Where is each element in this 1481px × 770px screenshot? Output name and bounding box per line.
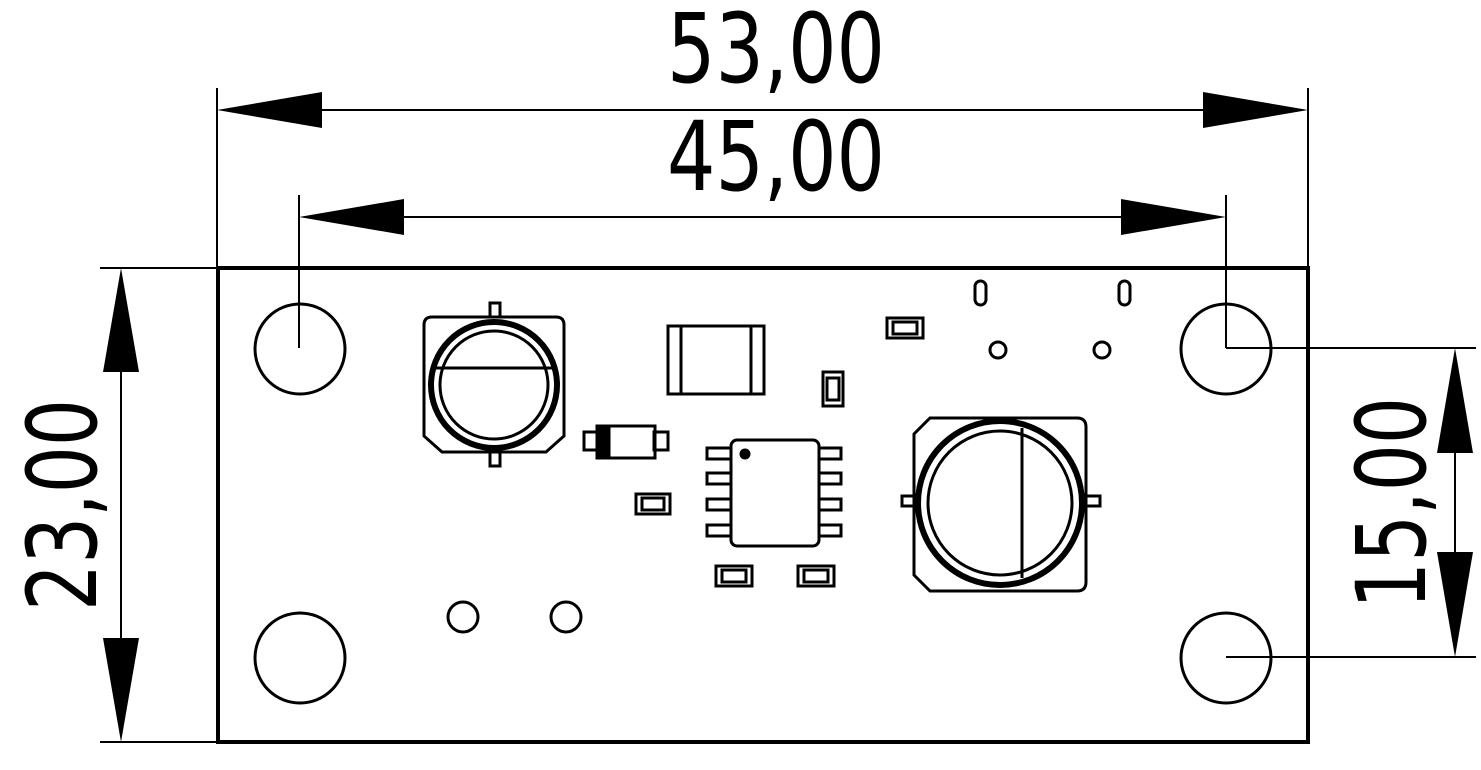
arrowhead-left (217, 92, 322, 128)
resistor-vertical (821, 370, 845, 408)
test-point-left (446, 600, 480, 634)
arrowhead-bottom (1437, 552, 1473, 657)
arrowhead-right (1121, 199, 1226, 235)
dimension-label-overall-width: 53,00 (667, 0, 885, 105)
ic-pin-r1 (817, 446, 843, 461)
ic-pin-l4 (705, 523, 733, 538)
slot-pad-right (1117, 279, 1132, 307)
mounting-hole-top-right (1179, 302, 1273, 396)
mounting-hole-bottom-right (1179, 611, 1273, 705)
dimension-overall-height: 23,00 (7, 267, 217, 743)
diode-body (595, 424, 657, 460)
component-rect-top (666, 324, 766, 396)
ic-body (729, 438, 821, 548)
ic-soic8 (705, 438, 843, 548)
mounting-hole-bottom-left (253, 611, 347, 705)
capacitor-right-inner-ring (926, 429, 1074, 577)
resistor-left-small (634, 492, 672, 516)
dimension-label-overall-height: 23,00 (7, 399, 119, 611)
dimension-label-hole-spacing-y: 15,00 (1336, 397, 1448, 609)
board-outline (216, 266, 1310, 744)
capacitor-right-body (912, 416, 1088, 593)
capacitor-right-pad-left (900, 494, 916, 508)
ic-pin-r4 (817, 523, 843, 538)
capacitor-right (900, 416, 1102, 593)
dimension-hole-spacing-y: 15,00 (1226, 347, 1476, 658)
component-rect-body (666, 324, 766, 396)
capacitor-left-pad-top (488, 301, 502, 319)
capacitor-right-pad-right (1084, 494, 1102, 508)
arrowhead-top (1437, 348, 1473, 453)
ic-pin-r2 (817, 471, 843, 486)
test-point-right (549, 600, 583, 634)
ic-pin-l3 (705, 497, 733, 512)
capacitor-left-outer-ring (428, 319, 560, 451)
via-right (1092, 340, 1112, 360)
test-points (446, 600, 583, 634)
ic-pin-r3 (817, 497, 843, 512)
arrowhead-bottom (103, 638, 139, 742)
capacitor-left-body (422, 315, 566, 454)
via-left (988, 340, 1008, 360)
resistor-bottom-right (796, 564, 836, 588)
resistor-bottom-left (714, 564, 754, 588)
slot-pad-left (973, 279, 988, 307)
arrowhead-top (103, 268, 139, 372)
ic-pin-l2 (705, 471, 733, 486)
dimension-overall-width: 53,00 (216, 0, 1309, 268)
ic-pin-l1 (705, 446, 733, 461)
dimension-hole-spacing-x: 45,00 (298, 101, 1227, 348)
ic-pin1-marker (739, 448, 751, 460)
diode (582, 424, 670, 460)
mounting-holes (253, 302, 1273, 705)
arrowhead-right (1203, 92, 1308, 128)
capacitor-left (422, 301, 566, 468)
mounting-hole-top-left (253, 302, 347, 396)
capacitor-right-outer-ring (915, 418, 1085, 588)
chip-components (634, 316, 925, 588)
capacitor-left-inner-ring (438, 329, 550, 441)
connector-pads (973, 279, 1132, 360)
diode-cathode-band (598, 427, 611, 457)
dimension-label-hole-spacing-x: 45,00 (667, 101, 885, 213)
resistor-top-right (885, 316, 925, 340)
arrowhead-left (299, 199, 404, 235)
capacitor-left-pad-bottom (488, 450, 502, 468)
